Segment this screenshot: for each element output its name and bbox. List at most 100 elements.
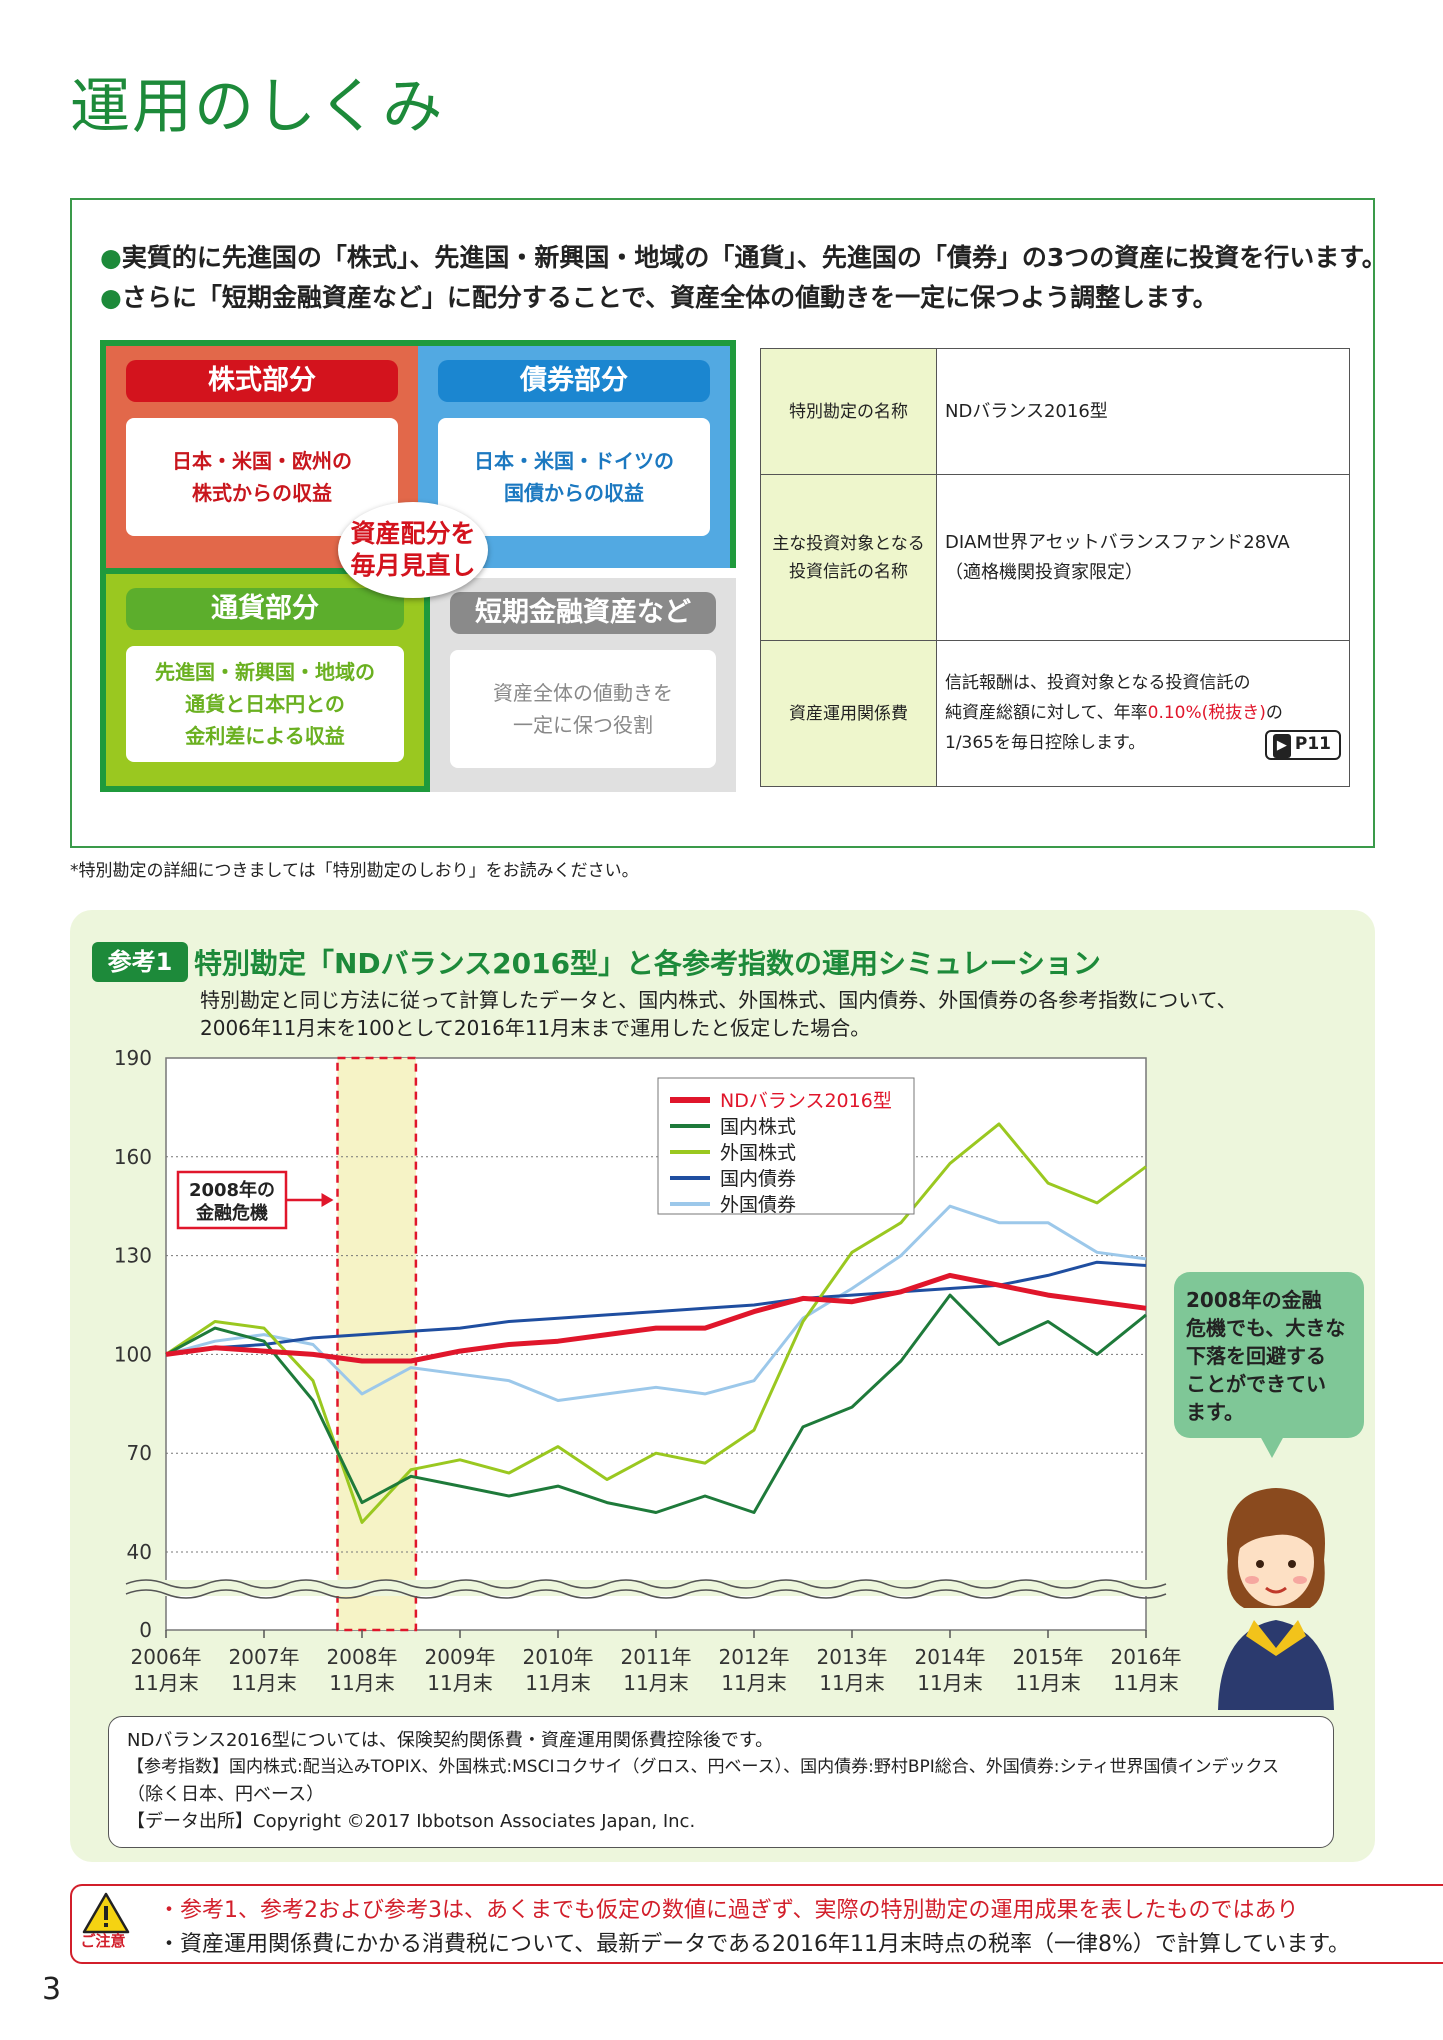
speech-line: ことができてい (1186, 1372, 1326, 1396)
description-line: 特別勘定と同じ方法に従って計算したデータと、国内株式、外国株式、国内債券、外国債… (200, 988, 1237, 1012)
legend-label: 国内株式 (720, 1116, 796, 1138)
bond-line: 国債からの収益 (504, 481, 644, 505)
speech-line: 2008年の金融 (1186, 1288, 1322, 1312)
fund-info-table: 特別勘定の名称 NDバランス2016型 主な投資対象となる 投資信託の名称 DI… (760, 348, 1350, 787)
stock-line: 日本・米国・欧州の (172, 449, 352, 473)
axis-break-line (125, 1589, 1167, 1599)
y-tick-label: 70 (127, 1441, 152, 1465)
y-tick-label: 190 (114, 1046, 152, 1070)
footnote: *特別勘定の詳細につきましては「特別勘定のしおり」をお読みください。 (70, 861, 639, 881)
x-tick-label: 2011年 (621, 1645, 692, 1669)
x-tick-label: 2014年 (915, 1645, 986, 1669)
fee-text: の (1265, 702, 1283, 723)
x-tick-label: 2009年 (425, 1645, 496, 1669)
x-tick-label: 2013年 (817, 1645, 888, 1669)
y-tick-label: 130 (114, 1244, 152, 1268)
x-tick-label: 11月末 (917, 1671, 982, 1695)
advisor-cheek (1293, 1576, 1307, 1584)
bond-line: 日本・米国・ドイツの (474, 449, 674, 473)
table-row: 資産運用関係費 信託報酬は、投資対象となる投資信託の 純資産総額に対して、年率0… (760, 640, 1350, 787)
asset-allocation-diagram: 株式部分 日本・米国・欧州の 株式からの収益 債券部分 日本・米国・ドイツの 国… (100, 340, 736, 792)
series-line-4 (165, 1204, 1147, 1402)
currency-description: 先進国・新興国・地域の 通貨と日本円との 金利差による収益 (126, 646, 404, 762)
bond-description: 日本・米国・ドイツの 国債からの収益 (438, 418, 710, 536)
rebalance-bubble: 資産配分を 毎月見直し (338, 502, 488, 598)
page-number: 3 (42, 1972, 62, 2007)
x-tick-label: 11月末 (721, 1671, 786, 1695)
series-line-2 (165, 1122, 1147, 1524)
simulation-panel: 参考1 特別勘定「NDバランス2016型」と各参考指数の運用シミュレーション 特… (70, 910, 1375, 1862)
bullet-text: 実質的に先進国の「株式」、先進国・新興国・地域の「通貨」、先進国の「債券」の3つ… (121, 243, 1387, 272)
simulation-title: 特別勘定「NDバランス2016型」と各参考指数の運用シミュレーション (194, 947, 1101, 980)
table-key: 特別勘定の名称 (760, 348, 937, 475)
fee-line: 純資産総額に対して、年率0.10%(税抜き)の (945, 698, 1341, 728)
legend-label: NDバランス2016型 (720, 1090, 892, 1112)
reference-tag: 参考1 (92, 942, 188, 982)
advisor-eye (1256, 1560, 1264, 1568)
bullet-text: さらに「短期金融資産など」に配分することで、資産全体の値動きを一定に保つよう調整… (121, 283, 1218, 312)
currency-quadrant: 通貨部分 先進国・新興国・地域の 通貨と日本円との 金利差による収益 (100, 568, 430, 792)
x-tick-label: 2012年 (719, 1645, 790, 1669)
currency-line: 金利差による収益 (185, 724, 345, 748)
simulation-notes: NDバランス2016型については、保険契約関係費・資産運用関係費控除後です。 【… (108, 1716, 1334, 1848)
short-term-title: 短期金融資産など (450, 592, 716, 634)
y-tick-label: 100 (114, 1342, 152, 1366)
rebalance-line: 資産配分を (350, 519, 476, 548)
stock-description: 日本・米国・欧州の 株式からの収益 (126, 418, 398, 536)
series-line-3 (165, 1260, 1147, 1356)
advisor-eye (1288, 1560, 1296, 1568)
currency-line: 先進国・新興国・地域の (155, 660, 375, 684)
advisor-jacket (1218, 1620, 1334, 1710)
y-tick-label: 0 (139, 1618, 152, 1642)
note-line: 【データ出所】Copyright ©2017 Ibbotson Associat… (127, 1811, 696, 1832)
legend-label: 外国株式 (720, 1142, 796, 1164)
x-tick-label: 11月末 (427, 1671, 492, 1695)
caution-box: ご注意 ・参考1、参考2および参考3は、あくまでも仮定の数値に過ぎず、実際の特別… (70, 1884, 1443, 1964)
table-value: DIAM世界アセットバランスファンド28VA （適格機関投資家限定） (936, 474, 1350, 641)
caution-line: ・参考1、参考2および参考3は、あくまでも仮定の数値に過ぎず、実際の特別勘定の運… (158, 1898, 1299, 1923)
y-tick-label: 40 (127, 1540, 152, 1564)
note-line: （除く日本、円ベース） (127, 1784, 325, 1805)
structure-box: ●実質的に先進国の「株式」、先進国・新興国・地域の「通貨」、先進国の「債券」の3… (70, 198, 1387, 848)
advisor-mouth (1265, 1586, 1287, 1594)
short-term-description: 資産全体の値動きを 一定に保つ役割 (450, 650, 716, 768)
y-tick-label: 160 (114, 1145, 152, 1169)
table-key-line: 主な投資対象となる (772, 533, 925, 554)
stock-title: 株式部分 (126, 360, 398, 402)
advisor-scarf (1246, 1620, 1306, 1656)
caution-label: ご注意 (80, 1932, 126, 1950)
stock-quadrant: 株式部分 日本・米国・欧州の 株式からの収益 (100, 340, 418, 568)
play-arrow-icon: ▶ (1272, 733, 1291, 758)
x-tick-label: 11月末 (329, 1671, 394, 1695)
fee-line: 1/365を毎日控除します。 ▶ P11 (945, 728, 1341, 760)
advisor-bangs (1238, 1515, 1314, 1550)
table-key: 資産運用関係費 (760, 640, 937, 787)
series-line-1 (165, 1293, 1147, 1514)
structure-bullet: ●実質的に先進国の「株式」、先進国・新興国・地域の「通貨」、先進国の「債券」の3… (100, 238, 1387, 274)
x-tick-label: 11月末 (133, 1671, 198, 1695)
legend-label: 外国債券 (720, 1194, 796, 1216)
stock-line: 株式からの収益 (192, 481, 332, 505)
fee-rate: 0.10%(税抜き) (1147, 702, 1266, 723)
arrow-head-icon (321, 1193, 334, 1207)
x-tick-label: 2008年 (327, 1645, 398, 1669)
x-tick-label: 11月末 (231, 1671, 296, 1695)
speech-bubble-tail (1260, 1436, 1284, 1458)
x-tick-label: 2016年 (1111, 1645, 1182, 1669)
page-reference-link[interactable]: ▶ P11 (1264, 729, 1341, 760)
description-line: 2006年11月末を100として2016年11月末まで運用したと仮定した場合。 (200, 1016, 871, 1040)
speech-line: 危機でも、大きな (1186, 1316, 1346, 1340)
table-row: 特別勘定の名称 NDバランス2016型 (760, 348, 1350, 475)
legend-label: 国内債券 (720, 1168, 796, 1190)
table-value: NDバランス2016型 (936, 348, 1350, 475)
x-tick-label: 2015年 (1013, 1645, 1084, 1669)
structure-bullet: ●さらに「短期金融資産など」に配分することで、資産全体の値動きを一定に保つよう調… (100, 278, 1218, 314)
series-line-0 (165, 1272, 1147, 1364)
currency-line: 通貨と日本円との (185, 692, 345, 716)
table-row: 主な投資対象となる 投資信託の名称 DIAM世界アセットバランスファンド28VA… (760, 474, 1350, 641)
axis-break-line (125, 1579, 1167, 1589)
crisis-annotation-label: 2008年の (189, 1179, 275, 1201)
table-value: 信託報酬は、投資対象となる投資信託の 純資産総額に対して、年率0.10%(税抜き… (936, 640, 1350, 787)
warning-triangle-icon (78, 1892, 134, 1956)
speech-line: ます。 (1186, 1400, 1244, 1424)
